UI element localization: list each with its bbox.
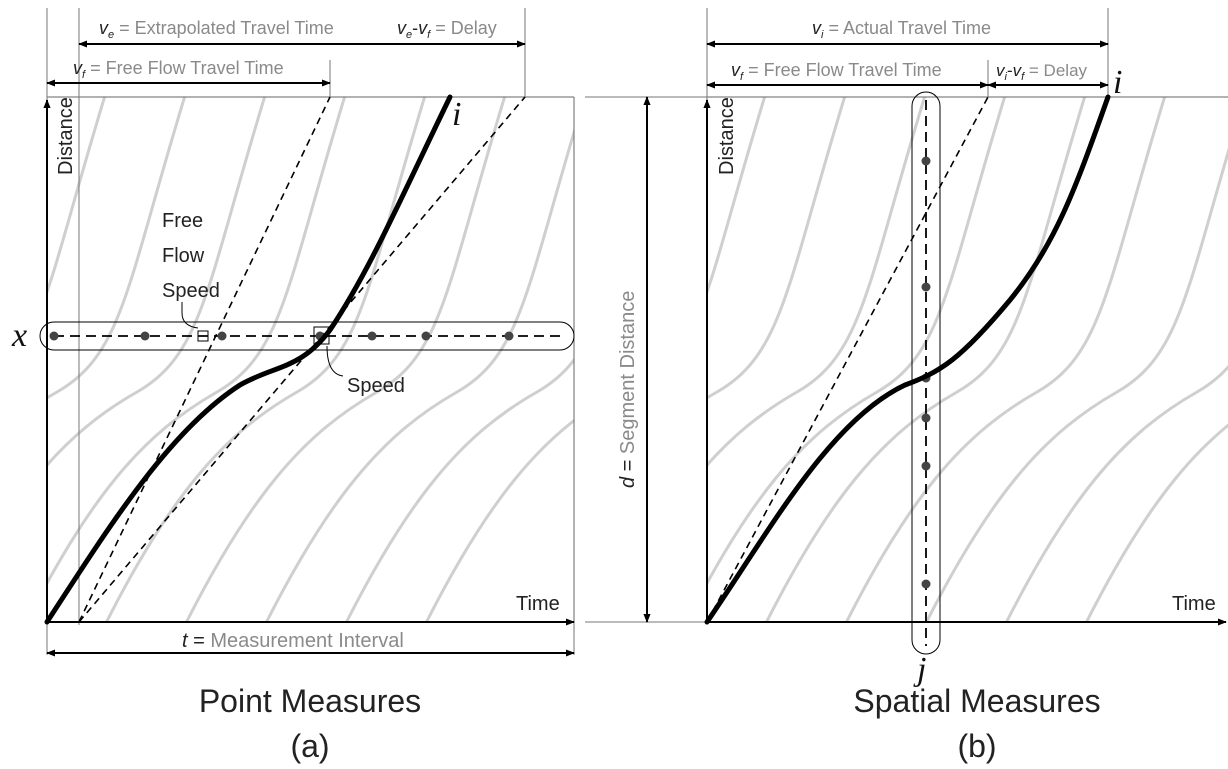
- background-trajectory: [347, 57, 697, 662]
- trajectory-i-a: [44, 94, 453, 625]
- speed-leader: [326, 345, 344, 377]
- background-trajectory: [267, 57, 617, 662]
- time-slice-band: [911, 91, 941, 655]
- background-trajectory: [844, 97, 1167, 622]
- panel-a-caption: (a): [290, 728, 329, 764]
- segment-dimension: d = Segment Distance: [585, 96, 707, 623]
- free-flow-label-line2: Flow: [162, 245, 205, 267]
- background-trajectory: [1084, 423, 1228, 622]
- slice-dot: [921, 156, 931, 166]
- actual-travel-label: vi = Actual Travel Time: [812, 18, 991, 41]
- slice-dot: [921, 461, 931, 471]
- background-trajectory: [47, 97, 107, 297]
- background-trajectory: [924, 147, 1228, 622]
- background-trajectory: [47, 97, 267, 468]
- free-flow-label-line3: Speed: [162, 280, 220, 302]
- delay-label-a: ve-vf = Delay: [397, 18, 497, 41]
- detector-band-a: [39, 321, 575, 351]
- trajectory-label-b: i: [1113, 64, 1122, 101]
- trajectory-i-b: [704, 94, 1111, 625]
- panel-a-title: Point Measures: [199, 683, 421, 719]
- background-trajectory: [707, 97, 767, 297]
- background-trajectory: [764, 97, 1087, 622]
- background-trajectories-a: [0, 57, 574, 662]
- background-trajectory: [707, 97, 1007, 587]
- free-flow-speed-leader: [181, 302, 199, 329]
- segment-label: d = Segment Distance: [617, 291, 639, 488]
- free-flow-label-b: vf = Free Flow Travel Time: [731, 60, 942, 83]
- free-flow-speed-line-a: [78, 96, 331, 623]
- slice-dot: [921, 282, 931, 292]
- panel-b-title: Spatial Measures: [853, 683, 1100, 719]
- background-trajectories-b: [267, 57, 1228, 662]
- extrapolated-label: ve = Extrapolated Travel Time: [99, 18, 334, 41]
- background-trajectory: [0, 57, 37, 662]
- background-trajectory: [47, 97, 347, 587]
- panel-b-caption: (b): [957, 728, 996, 764]
- detector-dot: [421, 331, 431, 341]
- y-axis-label-a: Distance: [55, 97, 77, 175]
- detector-dot: [504, 331, 514, 341]
- background-trajectory: [344, 357, 574, 622]
- detector-dots-a: [49, 331, 514, 341]
- free-flow-speed-marker: [197, 330, 209, 342]
- free-flow-speed-line-b: [706, 96, 989, 623]
- background-trajectory: [104, 97, 427, 622]
- trajectory-label-a: i: [452, 96, 461, 133]
- panel-b: Distance Time i j vi = Actual Travel Tim…: [267, 8, 1228, 764]
- speed-label: Speed: [347, 375, 405, 397]
- background-trajectory: [1004, 364, 1228, 622]
- spot-speed-line-a: [78, 96, 526, 623]
- panel-a: Distance Time i x Free Flow Speed Speed: [0, 8, 575, 764]
- speed-marker: [313, 326, 330, 345]
- y-axis-label-b: Distance: [716, 97, 738, 175]
- location-label-x: x: [11, 317, 27, 354]
- background-trajectory: [184, 97, 507, 622]
- time-label-j: j: [913, 651, 926, 688]
- slice-dot: [921, 579, 931, 589]
- delay-label-b: vi-vf = Delay: [996, 61, 1088, 83]
- detector-dot: [217, 331, 227, 341]
- x-axis-label-b: Time: [1172, 593, 1216, 615]
- background-trajectory: [264, 126, 574, 622]
- interval-label: t = Measurement Interval: [182, 630, 404, 652]
- background-trajectory: [707, 97, 927, 468]
- background-trajectory: [424, 418, 574, 622]
- x-axis-label-a: Time: [516, 593, 560, 615]
- background-trajectory: [47, 97, 187, 400]
- detector-dot: [367, 331, 377, 341]
- slice-dot: [921, 413, 931, 423]
- detector-dot: [49, 331, 59, 341]
- free-flow-label-line1: Free: [162, 210, 203, 232]
- detector-dot: [140, 331, 150, 341]
- free-flow-label-a: vf = Free Flow Travel Time: [73, 58, 284, 81]
- background-trajectory: [707, 97, 847, 400]
